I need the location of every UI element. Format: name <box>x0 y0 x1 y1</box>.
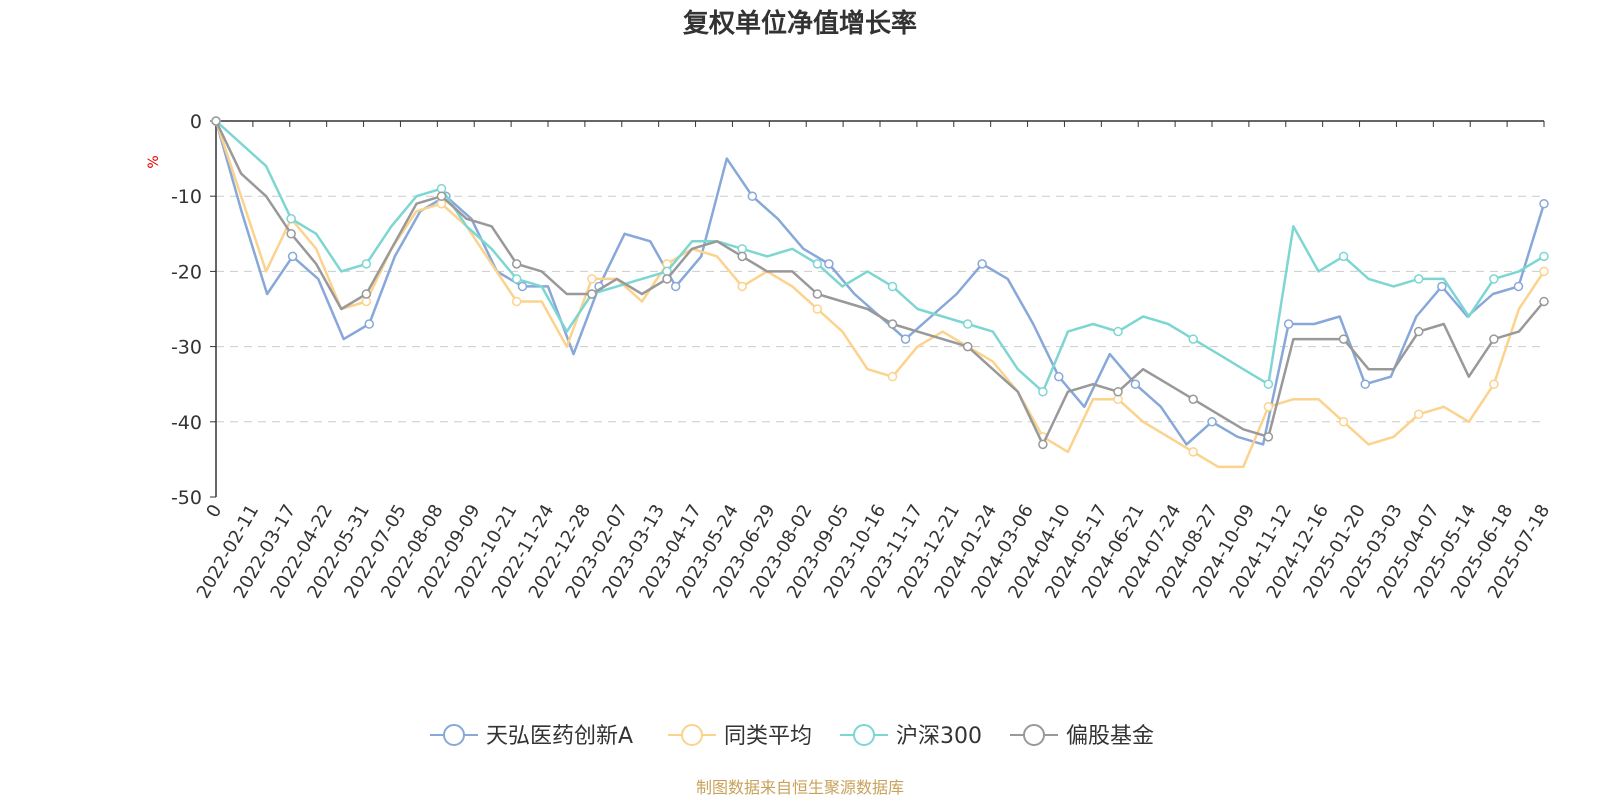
data-point <box>1338 251 1349 262</box>
data-point <box>286 214 296 224</box>
data-point <box>977 259 987 269</box>
series-2 <box>211 116 1549 397</box>
data-point <box>1539 251 1549 262</box>
data-point <box>1489 334 1499 344</box>
data-point <box>1130 379 1141 389</box>
data-point <box>900 334 911 344</box>
data-point <box>962 319 973 329</box>
legend-circle-icon <box>1023 724 1045 746</box>
data-point <box>1038 439 1048 450</box>
data-point <box>511 259 522 269</box>
data-point <box>1413 274 1424 284</box>
data-point <box>1263 402 1274 412</box>
data-point <box>1489 379 1499 389</box>
data-source-note: 制图数据来自恒生聚源数据库 <box>696 778 904 797</box>
y-tick-label: 0 <box>190 111 202 133</box>
legend-label: 同类平均 <box>724 724 812 749</box>
data-point <box>1539 266 1549 277</box>
data-point <box>587 274 597 284</box>
y-tick-label: -50 <box>171 487 202 509</box>
y-tick-label: -10 <box>171 186 202 208</box>
data-point <box>1207 417 1217 427</box>
chart-title: 复权单位净值增长率 <box>683 8 917 39</box>
legend-label: 偏股基金 <box>1066 724 1154 749</box>
series-1 <box>211 116 1549 469</box>
y-tick-label: -40 <box>171 412 202 434</box>
data-point <box>1360 379 1370 389</box>
data-point <box>511 274 522 284</box>
data-point <box>1263 432 1274 442</box>
data-point <box>1489 274 1499 284</box>
data-point <box>286 229 296 239</box>
data-point <box>747 191 758 201</box>
data-point <box>662 274 672 284</box>
y-tick-label: -20 <box>171 261 202 283</box>
data-point <box>1113 326 1123 337</box>
legend-item[interactable]: 偏股基金 <box>1010 724 1154 749</box>
data-point <box>670 281 681 292</box>
data-point <box>1513 281 1524 292</box>
data-point <box>361 289 372 299</box>
data-point <box>1539 198 1549 209</box>
data-point <box>1338 334 1349 344</box>
data-point <box>1113 386 1123 397</box>
series-line <box>214 120 1546 446</box>
legend-circle-icon <box>853 724 875 746</box>
series-line <box>214 120 1545 446</box>
data-point <box>287 251 298 262</box>
data-point <box>887 281 898 292</box>
data-point <box>211 116 221 126</box>
y-axis-ticks: 0 -10 -20 -30 -40 -50 <box>171 111 216 509</box>
data-point <box>812 289 823 299</box>
legend-item[interactable]: 沪深300 <box>840 724 982 749</box>
data-point <box>361 259 372 269</box>
data-point <box>1263 379 1274 389</box>
data-point <box>364 319 374 329</box>
data-point <box>962 341 973 352</box>
legend-circle-icon <box>443 724 465 746</box>
x-tick-label: 0 <box>202 501 226 521</box>
data-point <box>1188 394 1198 404</box>
legend-item[interactable]: 同类平均 <box>668 724 812 749</box>
series-layer <box>211 116 1549 469</box>
y-axis-unit: % <box>146 155 162 168</box>
data-point <box>436 191 447 201</box>
data-point <box>517 281 528 292</box>
data-point <box>1437 281 1447 292</box>
legend-item[interactable]: 天弘医药创新A <box>430 724 633 749</box>
series-line <box>214 120 1546 469</box>
data-point <box>812 259 823 269</box>
data-point <box>887 319 898 329</box>
data-point <box>1338 417 1349 427</box>
data-point <box>1188 447 1198 457</box>
data-point <box>824 259 834 269</box>
data-point <box>812 304 823 314</box>
series-0 <box>211 116 1549 446</box>
legend-label: 沪深300 <box>896 724 982 749</box>
data-point <box>1413 326 1424 337</box>
legend[interactable]: 天弘医药创新A 同类平均 沪深300 偏股基金 <box>430 724 1154 749</box>
data-point <box>511 296 522 307</box>
data-point <box>1038 386 1048 397</box>
data-point <box>1539 296 1549 307</box>
grid-lines <box>216 195 1544 423</box>
series-3 <box>211 116 1549 450</box>
data-point <box>1188 334 1198 344</box>
data-point <box>1054 371 1064 382</box>
data-point <box>737 251 747 262</box>
y-tick-label: -30 <box>171 337 202 359</box>
legend-circle-icon <box>681 724 703 746</box>
data-point <box>887 371 898 382</box>
data-point <box>1283 319 1294 329</box>
data-point <box>737 281 747 292</box>
x-axis: 02022-02-112022-03-172022-04-222022-05-3… <box>193 120 1554 602</box>
data-point <box>587 289 597 299</box>
data-point <box>1413 409 1424 420</box>
legend-label: 天弘医药创新A <box>486 724 633 749</box>
